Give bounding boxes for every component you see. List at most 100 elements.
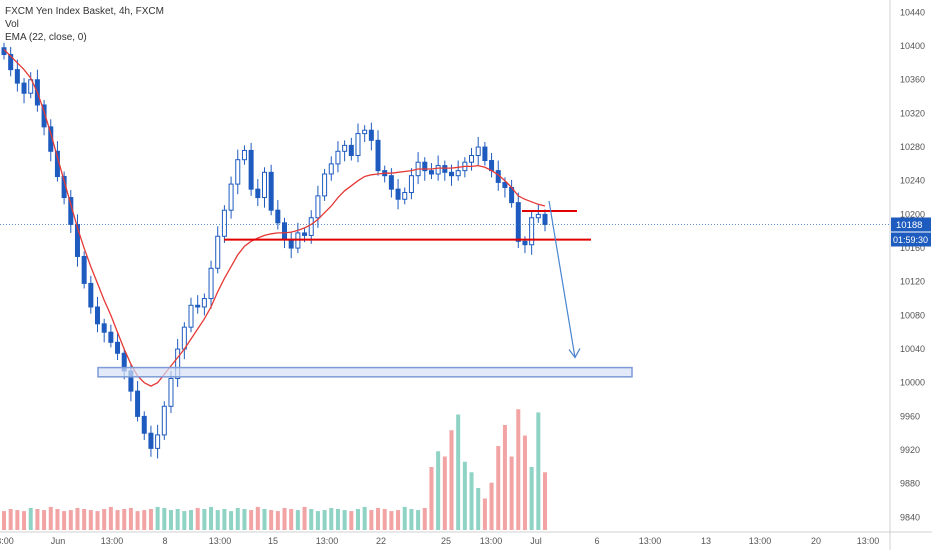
candle-body[interactable] (535, 213, 541, 219)
candle-body[interactable] (88, 282, 94, 308)
y-tick-label: 10280 (900, 142, 925, 152)
volume-bars (1, 409, 548, 530)
target-zone[interactable] (97, 366, 633, 378)
candle-body[interactable] (442, 165, 448, 173)
candle-body[interactable] (74, 223, 80, 257)
candle-body[interactable] (355, 133, 361, 156)
volume-bar (115, 510, 120, 530)
candle-body[interactable] (328, 163, 334, 175)
candle-body[interactable] (475, 146, 481, 156)
candle-body[interactable] (135, 390, 141, 417)
annotations[interactable] (0, 200, 890, 378)
volume-bar (135, 511, 140, 530)
volume-bar (122, 509, 127, 530)
candle-body[interactable] (235, 159, 241, 185)
candle-body[interactable] (201, 298, 207, 308)
candle-body[interactable] (248, 149, 254, 190)
candle-body[interactable] (208, 267, 214, 300)
candle-body[interactable] (215, 235, 221, 269)
candle-body[interactable] (268, 171, 274, 211)
candle-body[interactable] (408, 175, 414, 194)
candle-body[interactable] (342, 144, 348, 152)
volume-bar (522, 435, 527, 530)
volume-bar (529, 467, 534, 530)
candle-body[interactable] (362, 129, 368, 135)
candle-body[interactable] (335, 150, 341, 165)
candle-body[interactable] (302, 232, 308, 236)
volume-bar (235, 507, 240, 530)
candle-body[interactable] (21, 82, 27, 94)
volume-bar (108, 506, 113, 530)
candle-body[interactable] (455, 170, 461, 177)
candle-body[interactable] (101, 323, 107, 333)
candle-body[interactable] (28, 79, 34, 94)
candle-body[interactable] (428, 170, 434, 175)
candle-body[interactable] (448, 171, 454, 177)
x-tick-label: 13:00 (480, 536, 503, 546)
candle-body[interactable] (402, 192, 408, 200)
last-price-tag (891, 217, 931, 232)
candle-body[interactable] (261, 171, 267, 199)
y-tick-label: 10160 (900, 243, 925, 253)
candle-body[interactable] (161, 405, 167, 436)
volume-bar (48, 506, 53, 530)
candle-body[interactable] (469, 154, 475, 163)
volume-bar (229, 511, 234, 530)
volume-bar (262, 509, 267, 530)
candle-body[interactable] (168, 378, 174, 407)
y-tick-label: 10240 (900, 176, 925, 186)
candle-body[interactable] (322, 173, 328, 197)
candle-body[interactable] (395, 188, 401, 200)
candle-body[interactable] (489, 160, 495, 172)
volume-bar (416, 510, 421, 530)
candle-body[interactable] (148, 432, 154, 449)
candle-body[interactable] (388, 175, 394, 190)
candle-body[interactable] (542, 213, 548, 225)
candle-body[interactable] (95, 306, 101, 325)
candle-body[interactable] (315, 195, 321, 219)
volume-bar (295, 510, 300, 530)
candle-body[interactable] (275, 209, 281, 224)
candle-body[interactable] (435, 165, 441, 175)
candle-body[interactable] (81, 255, 87, 284)
candle-body[interactable] (108, 331, 114, 343)
candle-body[interactable] (241, 149, 247, 161)
volume-bar (422, 507, 427, 530)
volume-bar (189, 510, 194, 530)
candle-body[interactable] (368, 129, 374, 141)
candle-body[interactable] (255, 188, 261, 199)
candle-body[interactable] (155, 434, 161, 449)
projection-arrow[interactable] (548, 200, 576, 358)
x-tick-label: Jun (51, 536, 66, 546)
volume-bar (349, 511, 354, 530)
candle-body[interactable] (195, 304, 201, 308)
candle-body[interactable] (375, 139, 381, 172)
candle-body[interactable] (282, 222, 288, 241)
volume-bar (195, 507, 200, 530)
candle-body[interactable] (228, 183, 234, 211)
candle-body[interactable] (515, 202, 521, 242)
candle-body[interactable] (482, 146, 488, 162)
candle-body[interactable] (288, 239, 294, 249)
candle-body[interactable] (348, 144, 354, 156)
candle-body[interactable] (141, 415, 147, 434)
candles[interactable] (1, 42, 548, 459)
candle-body[interactable] (188, 304, 194, 328)
candle-body[interactable] (41, 104, 47, 128)
candle-body[interactable] (502, 181, 508, 188)
volume-bar (342, 510, 347, 530)
candle-body[interactable] (8, 53, 14, 71)
candle-body[interactable] (529, 217, 535, 246)
x-tick-label: 13 (701, 536, 711, 546)
candle-body[interactable] (221, 209, 227, 237)
candle-body[interactable] (522, 240, 528, 246)
candle-body[interactable] (115, 341, 121, 354)
candle-body[interactable] (14, 69, 20, 84)
candle-body[interactable] (422, 161, 428, 172)
candle-body[interactable] (175, 348, 181, 380)
candle-body[interactable] (308, 217, 314, 236)
volume-bar (215, 510, 220, 530)
